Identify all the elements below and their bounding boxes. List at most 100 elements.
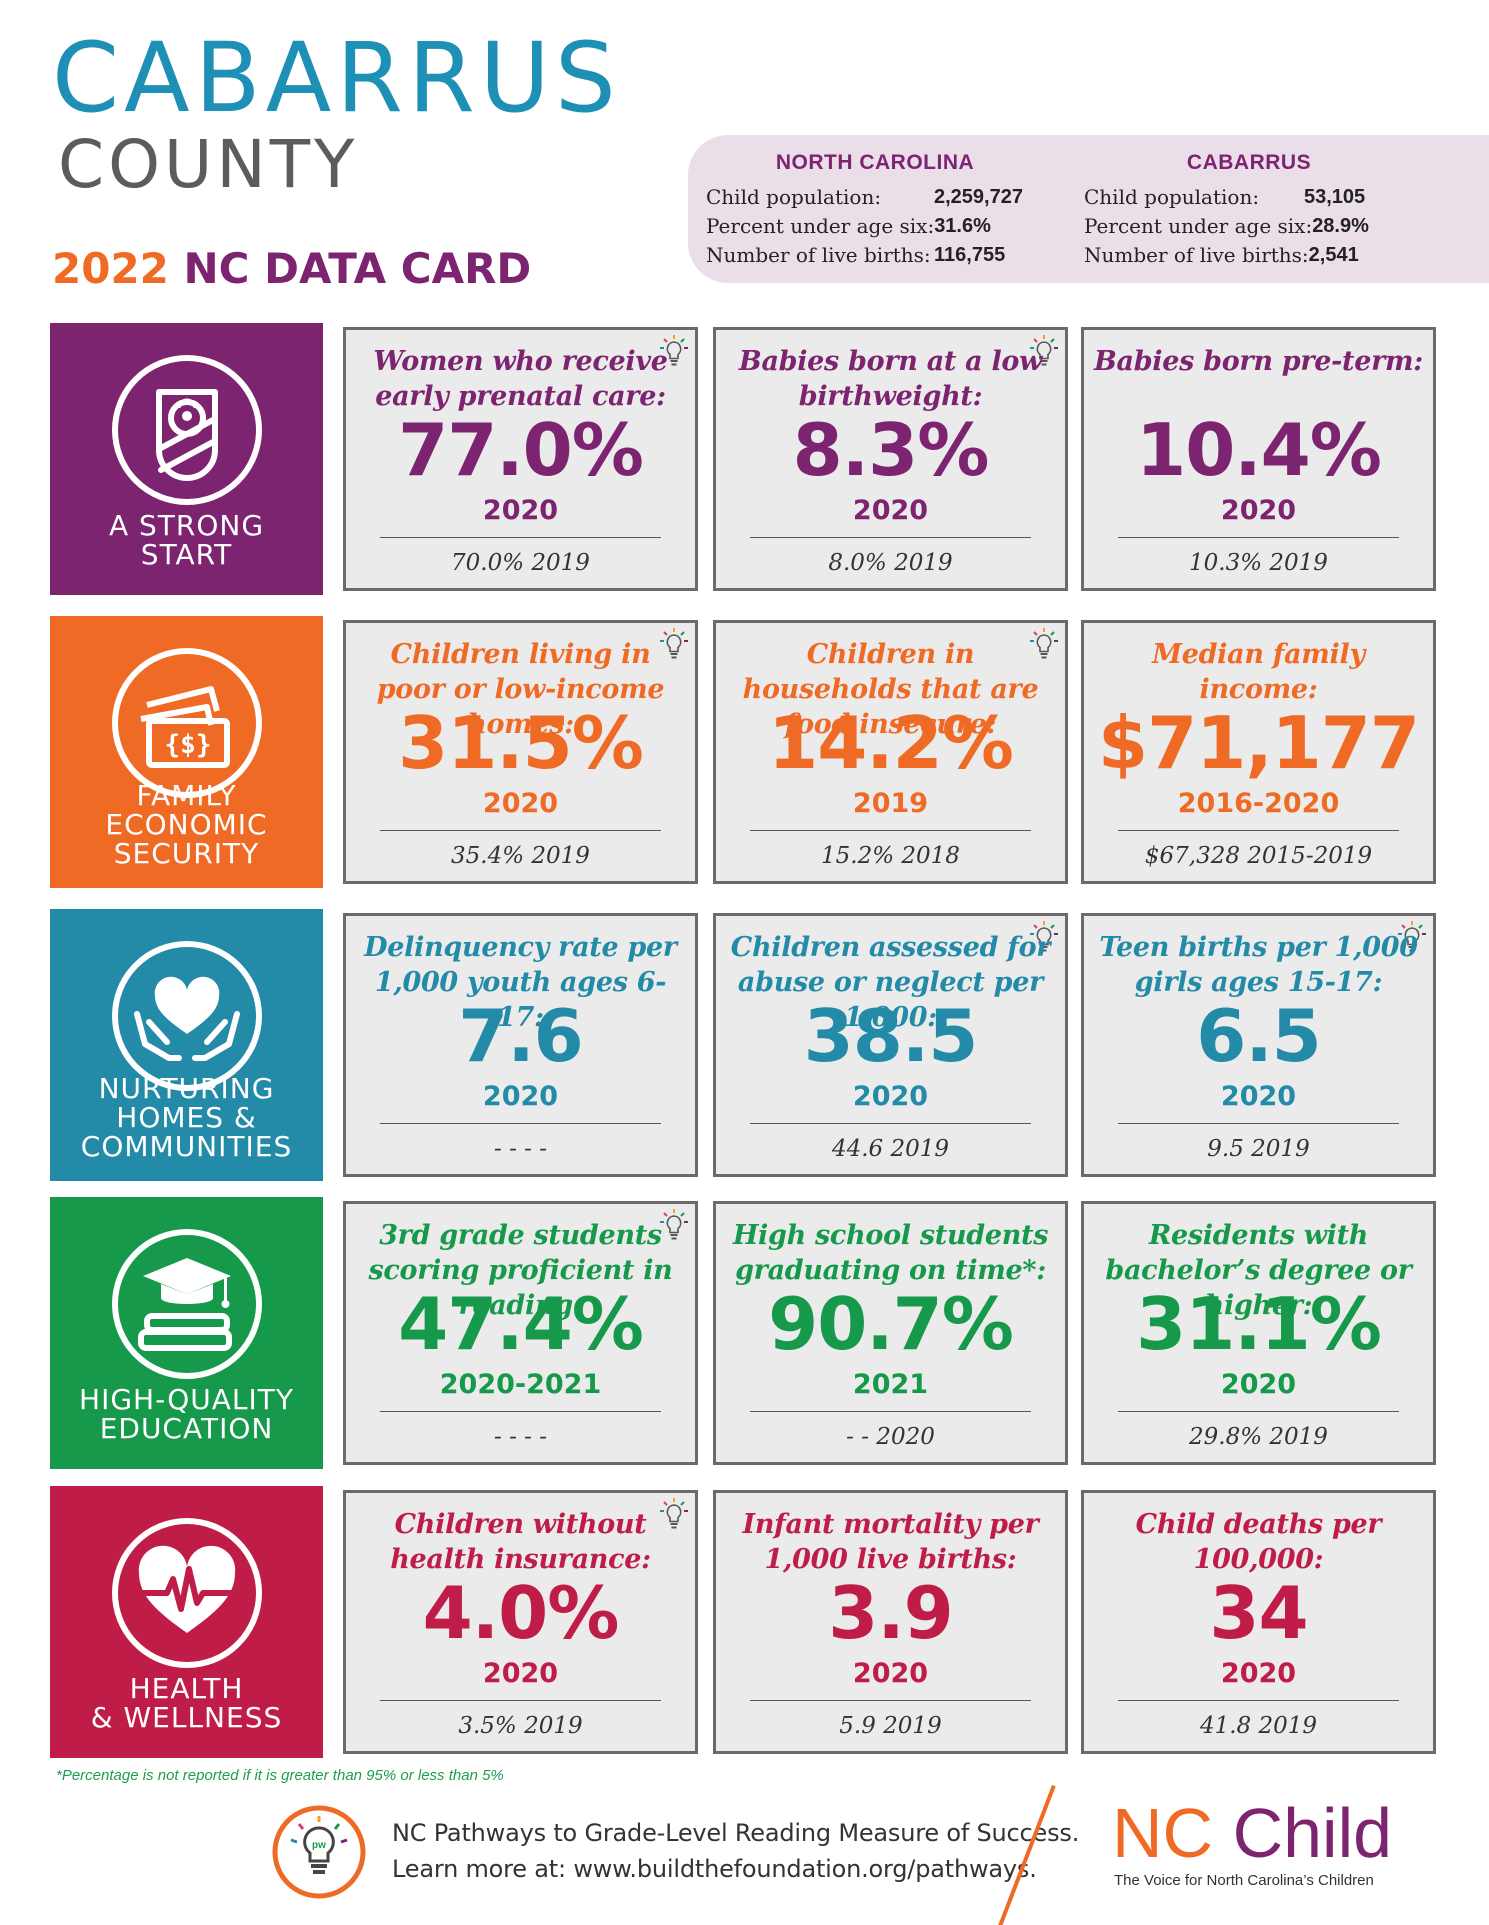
data-card-year: 2022 <box>52 244 169 293</box>
brand-nc: NC <box>1112 1794 1214 1872</box>
indicator-year: 2020 <box>852 1658 929 1689</box>
category-label: FAMILY ECONOMIC SECURITY <box>50 781 323 868</box>
category-block: NURTURING HOMES & COMMUNITIES <box>50 909 323 1181</box>
indicator-previous: 44.6 2019 <box>831 1136 950 1162</box>
indicator-value: 6.5 <box>1196 994 1322 1078</box>
indicator-value: 14.2% <box>768 701 1014 785</box>
stats-value: 2,541 <box>1308 244 1359 266</box>
money-icon: {$} <box>112 648 262 798</box>
stats-heading: CABARRUS <box>1186 151 1312 174</box>
indicator-section: HEALTH & WELLNESS Children without health … <box>0 1486 1489 1758</box>
indicator-card: Child deaths per 100,000: 34 2020 41.8 2019 <box>1081 1490 1436 1754</box>
indicator-title: Teen births per 1,000 girls ages 15-17: <box>1099 932 1418 998</box>
category-label: HEALTH & WELLNESS <box>50 1674 323 1732</box>
footnote: *Percentage is not reported if it is gre… <box>56 1767 504 1784</box>
card-divider <box>1118 830 1399 831</box>
lightbulb-icon <box>1030 921 1058 952</box>
indicator-value: 8.3% <box>792 408 990 492</box>
card-divider <box>380 1123 661 1124</box>
category-block: A STRONG START <box>50 323 323 595</box>
card-divider <box>380 830 661 831</box>
category-label-line: NURTURING <box>98 1072 275 1105</box>
indicator-value: 7.6 <box>458 994 584 1078</box>
data-card-text: NC DATA CARD <box>183 244 532 293</box>
indicator-year: 2020-2021 <box>439 1369 602 1400</box>
indicator-previous: 5.9 2019 <box>839 1713 942 1739</box>
indicator-card: Delinquency rate per 1,000 youth ages 6-… <box>343 913 698 1177</box>
indicator-value: $71,177 <box>1098 701 1420 785</box>
lightbulb-icon <box>660 1498 688 1529</box>
category-label-line: SECURITY <box>113 837 260 870</box>
stats-heading: NORTH CAROLINA <box>775 151 975 174</box>
lightbulb-icon <box>660 335 688 366</box>
indicator-card: Children in households that are food ins… <box>713 620 1068 884</box>
card-divider <box>1118 537 1399 538</box>
stats-north-carolina: NORTH CAROLINA Child population: 2,259,72… <box>706 151 1044 270</box>
category-label-line: EDUCATION <box>99 1412 274 1445</box>
indicator-previous: 41.8 2019 <box>1199 1713 1318 1739</box>
indicator-title: Children in households that are food ins… <box>742 639 1039 740</box>
indicator-title: Women who receive early prenatal care: <box>373 346 668 412</box>
indicator-title: Child deaths per 100,000: <box>1135 1509 1382 1575</box>
stats-row: Percent under age six: 31.6% <box>706 212 1044 241</box>
stats-label: Number of live births: <box>1084 243 1309 267</box>
pathways-bulb-logo: pw <box>272 1805 366 1899</box>
stats-label: Child population: <box>706 185 882 209</box>
indicator-value: 3.9 <box>828 1571 954 1655</box>
card-divider <box>1118 1411 1399 1412</box>
indicator-card: 3rd grade students scoring proficient in… <box>343 1201 698 1465</box>
indicator-previous: 70.0% 2019 <box>451 550 590 576</box>
indicator-previous: - - - - <box>493 1424 548 1450</box>
category-label-line: COMMUNITIES <box>80 1130 293 1163</box>
indicator-card: Teen births per 1,000 girls ages 15-17: 6… <box>1081 913 1436 1177</box>
indicator-value: 31.5% <box>398 701 644 785</box>
county-title: CABARRUS <box>52 22 621 134</box>
indicator-previous: 3.5% 2019 <box>458 1713 583 1739</box>
stats-value: 2,259,727 <box>934 186 1023 208</box>
logo-text: pw <box>312 1840 326 1851</box>
indicator-section: A STRONG START Women who receive early pre… <box>0 323 1489 595</box>
indicator-title: Children living in poor or low-income ho… <box>376 639 665 740</box>
indicator-previous: 9.5 2019 <box>1207 1136 1310 1162</box>
indicator-card: Children living in poor or low-income ho… <box>343 620 698 884</box>
county-subtitle: COUNTY <box>58 126 359 203</box>
stats-row: Child population: 2,259,727 <box>706 183 1044 212</box>
category-label-line: START <box>140 538 233 571</box>
indicator-value: 47.4% <box>398 1282 644 1366</box>
indicator-title: Children assessed for abuse or neglect p… <box>730 932 1051 1033</box>
indicator-title: 3rd grade students scoring proficient in… <box>368 1220 673 1321</box>
stats-row: Child population: 53,105 <box>1084 183 1414 212</box>
indicator-year: 2020 <box>1220 1369 1297 1400</box>
indicator-year: 2020 <box>852 1081 929 1112</box>
category-label: A STRONG START <box>50 511 323 569</box>
indicator-year: 2021 <box>852 1369 929 1400</box>
stats-value: 116,755 <box>934 244 1006 266</box>
indicator-year: 2020 <box>482 495 559 526</box>
indicator-card: Children assessed for abuse or neglect p… <box>713 913 1068 1177</box>
indicator-title: Infant mortality per 1,000 live births: <box>742 1509 1039 1575</box>
heart-hands-icon <box>112 941 262 1091</box>
indicator-value: 77.0% <box>398 408 644 492</box>
indicator-section: NURTURING HOMES & COMMUNITIES Delinquency r… <box>0 909 1489 1181</box>
indicator-previous: 35.4% 2019 <box>451 843 590 869</box>
stats-row: Number of live births: 2,541 <box>1084 241 1414 270</box>
indicator-title: Delinquency rate per 1,000 youth ages 6-… <box>364 932 677 1033</box>
indicator-value: 34 <box>1209 1571 1308 1655</box>
stats-label: Percent under age six: <box>706 214 935 238</box>
footer-link[interactable]: Learn more at: www.buildthefoundation.or… <box>392 1855 1037 1883</box>
indicator-card: Children without health insurance: 4.0% 20… <box>343 1490 698 1754</box>
category-label-line: FAMILY <box>136 779 237 812</box>
card-divider <box>750 1411 1031 1412</box>
indicator-card: Babies born pre-term: 10.4% 2020 10.3% 2019 <box>1081 327 1436 591</box>
card-divider <box>1118 1123 1399 1124</box>
stats-label: Number of live births: <box>706 243 931 267</box>
indicator-title: High school students graduating on time*… <box>732 1220 1049 1286</box>
indicator-value: 31.1% <box>1136 1282 1382 1366</box>
card-divider <box>1118 1700 1399 1701</box>
card-divider <box>750 830 1031 831</box>
indicator-value: 4.0% <box>422 1571 620 1655</box>
brand-child: Child <box>1232 1794 1393 1872</box>
indicator-year: 2020 <box>482 1658 559 1689</box>
category-label-line: & WELLNESS <box>90 1701 283 1734</box>
baby-icon <box>112 355 262 505</box>
